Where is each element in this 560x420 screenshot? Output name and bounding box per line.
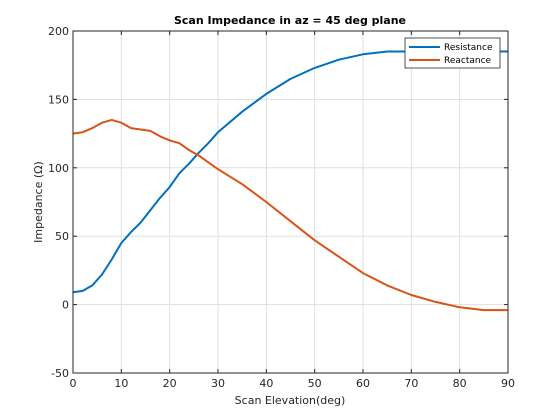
y-tick-label: 0: [62, 299, 69, 312]
plot-frame: [72, 30, 509, 374]
x-tick-label: 80: [453, 377, 467, 390]
legend-label-resistance: Resistance: [444, 43, 493, 53]
y-axis-label: Impedance (Ω): [32, 161, 45, 243]
y-tick-label: -50: [51, 367, 69, 380]
x-tick-label: 10: [114, 377, 128, 390]
legend: Resistance Reactance: [404, 37, 501, 69]
legend-box: [404, 37, 501, 69]
x-tick-label: 30: [211, 377, 225, 390]
x-axis-label: Scan Elevation(deg): [235, 394, 346, 407]
series-line-resistance: [72, 50, 508, 294]
series-line-reactance: [72, 118, 508, 312]
axis-ticks: [72, 30, 509, 374]
x-tick-label: 0: [70, 377, 77, 390]
x-tick-labels: 0 10 20 30 40 50 60 70 80 90: [70, 377, 516, 390]
y-tick-label: 50: [55, 230, 69, 243]
y-tick-label: 100: [48, 162, 69, 175]
y-tick-labels: -50 0 50 100 150 200: [48, 25, 69, 380]
x-tick-label: 40: [259, 377, 273, 390]
y-tick-label: 150: [48, 93, 69, 106]
chart-title: Scan Impedance in az = 45 deg plane: [174, 14, 406, 27]
legend-label-reactance: Reactance: [444, 56, 492, 66]
series-lines: [72, 50, 508, 312]
y-tick-label: 200: [48, 25, 69, 38]
x-tick-label: 50: [308, 377, 322, 390]
x-tick-label: 20: [163, 377, 177, 390]
plot-area-background: [73, 31, 508, 373]
x-tick-label: 60: [356, 377, 370, 390]
x-tick-label: 70: [404, 377, 418, 390]
x-tick-label: 90: [501, 377, 515, 390]
